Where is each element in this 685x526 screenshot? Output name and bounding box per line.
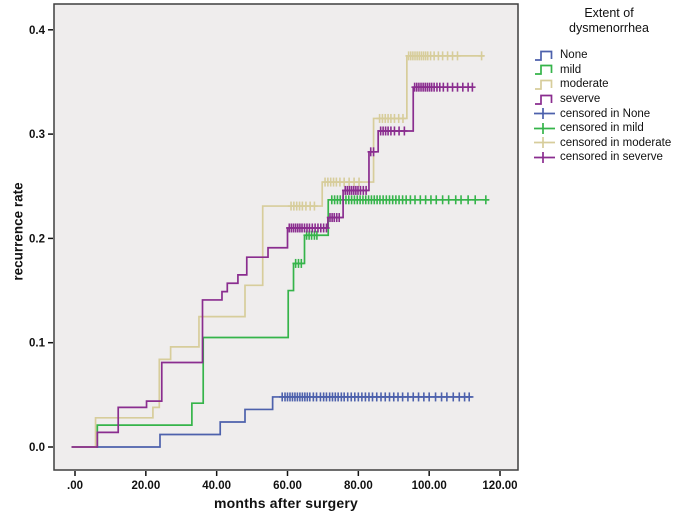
step-line-swatch-icon — [535, 94, 553, 105]
x-tick-label: 60.00 — [273, 480, 302, 492]
x-axis-title: months after surgery — [213, 495, 359, 511]
legend-entry-label: mild — [560, 63, 582, 76]
legend-entry-label: censored in moderate — [560, 136, 672, 149]
series-none-line — [71, 396, 474, 448]
censored-plus-swatch-icon — [534, 151, 555, 163]
legend-entry-label: censored in mild — [560, 122, 644, 135]
y-tick-label: 0.4 — [29, 25, 46, 37]
x-tick-label: 40.00 — [202, 480, 231, 492]
plot-area — [53, 3, 519, 471]
y-tick-label: 0.1 — [29, 338, 46, 350]
legend-entry-censored-in-none: censored in None — [534, 106, 684, 121]
legend: Extent of dysmenorrhea None mild moderate s… — [534, 6, 684, 165]
x-tick-label: .00 — [67, 480, 83, 492]
legend-entry-censored-in-severve: censored in severve — [534, 150, 684, 165]
legend-title-line1: Extent of — [584, 6, 634, 20]
legend-entry-mild: mild — [534, 63, 684, 78]
y-tick-label: 0.3 — [29, 129, 45, 141]
series-severve-line — [71, 86, 474, 448]
legend-entry-label: censored in None — [560, 107, 651, 120]
legend-entry-label: severve — [560, 93, 601, 106]
legend-entry-label: censored in severve — [560, 151, 663, 164]
step-line-swatch-icon — [535, 50, 553, 61]
legend-entry-censored-in-moderate: censored in moderate — [534, 136, 684, 151]
x-tick-label: 120.00 — [482, 480, 517, 492]
censored-plus-swatch-icon — [534, 137, 555, 149]
legend-entry-censored-in-mild: censored in mild — [534, 121, 684, 136]
legend-title: Extent of dysmenorrhea — [534, 6, 684, 36]
x-tick-label: 80.00 — [344, 480, 373, 492]
legend-entry-label: moderate — [560, 78, 609, 91]
legend-title-line2: dysmenorrhea — [569, 21, 649, 35]
legend-entry-severve: severve — [534, 92, 684, 107]
step-line-swatch-icon — [535, 65, 553, 76]
legend-entry-label: None — [560, 49, 588, 62]
censored-plus-swatch-icon — [534, 108, 555, 120]
legend-entry-moderate: moderate — [534, 77, 684, 92]
x-tick-label: 100.00 — [412, 480, 447, 492]
legend-entry-none: None — [534, 48, 684, 63]
legend-entries: None mild moderate severve censored in None c… — [534, 48, 684, 165]
x-tick-label: 20.00 — [131, 480, 160, 492]
step-line-swatch-icon — [535, 79, 553, 90]
censored-plus-swatch-icon — [534, 122, 555, 134]
y-tick-label: 0.0 — [29, 442, 45, 454]
y-axis-title: recurrence rate — [10, 182, 26, 281]
y-tick-label: 0.2 — [29, 233, 45, 245]
